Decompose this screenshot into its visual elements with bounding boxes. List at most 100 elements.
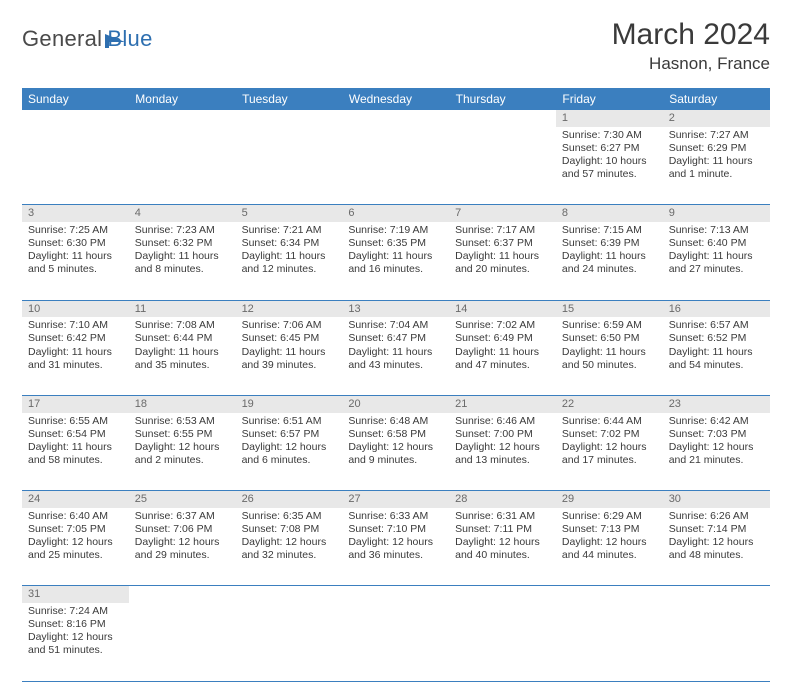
sunset-text: Sunset: 6:39 PM bbox=[562, 237, 657, 250]
day-number-cell: 2 bbox=[663, 110, 770, 127]
calendar-week-data: Sunrise: 7:24 AMSunset: 8:16 PMDaylight:… bbox=[22, 603, 770, 681]
calendar-week-daynums: 12 bbox=[22, 110, 770, 127]
sunrise-text: Sunrise: 6:40 AM bbox=[28, 510, 123, 523]
daylight-text: Daylight: 10 hours and 57 minutes. bbox=[562, 155, 657, 181]
day-data-cell bbox=[663, 603, 770, 681]
daylight-text: Daylight: 11 hours and 5 minutes. bbox=[28, 250, 123, 276]
daylight-text: Daylight: 12 hours and 25 minutes. bbox=[28, 536, 123, 562]
calendar-week-data: Sunrise: 7:10 AMSunset: 6:42 PMDaylight:… bbox=[22, 317, 770, 395]
daylight-text: Daylight: 11 hours and 27 minutes. bbox=[669, 250, 764, 276]
sunrise-text: Sunrise: 7:15 AM bbox=[562, 224, 657, 237]
sunrise-text: Sunrise: 7:27 AM bbox=[669, 129, 764, 142]
day-data-cell: Sunrise: 7:25 AMSunset: 6:30 PMDaylight:… bbox=[22, 222, 129, 300]
sunrise-text: Sunrise: 7:08 AM bbox=[135, 319, 230, 332]
sunrise-text: Sunrise: 6:26 AM bbox=[669, 510, 764, 523]
day-number-cell bbox=[449, 586, 556, 603]
day-number-cell: 4 bbox=[129, 205, 236, 222]
day-number-cell: 30 bbox=[663, 491, 770, 508]
day-number-cell bbox=[449, 110, 556, 127]
day-data-cell: Sunrise: 7:04 AMSunset: 6:47 PMDaylight:… bbox=[342, 317, 449, 395]
daylight-text: Daylight: 11 hours and 24 minutes. bbox=[562, 250, 657, 276]
sunrise-text: Sunrise: 6:53 AM bbox=[135, 415, 230, 428]
day-number-cell: 16 bbox=[663, 300, 770, 317]
daylight-text: Daylight: 12 hours and 40 minutes. bbox=[455, 536, 550, 562]
daylight-text: Daylight: 12 hours and 36 minutes. bbox=[348, 536, 443, 562]
daylight-text: Daylight: 11 hours and 35 minutes. bbox=[135, 346, 230, 372]
day-data-cell: Sunrise: 6:33 AMSunset: 7:10 PMDaylight:… bbox=[342, 508, 449, 586]
sunset-text: Sunset: 7:02 PM bbox=[562, 428, 657, 441]
sunrise-text: Sunrise: 7:25 AM bbox=[28, 224, 123, 237]
day-data-cell: Sunrise: 7:10 AMSunset: 6:42 PMDaylight:… bbox=[22, 317, 129, 395]
day-data-cell: Sunrise: 6:44 AMSunset: 7:02 PMDaylight:… bbox=[556, 413, 663, 491]
daylight-text: Daylight: 12 hours and 51 minutes. bbox=[28, 631, 123, 657]
sunset-text: Sunset: 6:57 PM bbox=[242, 428, 337, 441]
day-number-cell: 31 bbox=[22, 586, 129, 603]
sunset-text: Sunset: 6:50 PM bbox=[562, 332, 657, 345]
weekday-header: Wednesday bbox=[342, 88, 449, 110]
day-number-cell: 27 bbox=[342, 491, 449, 508]
day-data-cell: Sunrise: 6:51 AMSunset: 6:57 PMDaylight:… bbox=[236, 413, 343, 491]
day-data-cell bbox=[342, 603, 449, 681]
day-number-cell: 6 bbox=[342, 205, 449, 222]
sunset-text: Sunset: 7:13 PM bbox=[562, 523, 657, 536]
day-data-cell bbox=[449, 603, 556, 681]
sunset-text: Sunset: 6:30 PM bbox=[28, 237, 123, 250]
day-data-cell: Sunrise: 6:29 AMSunset: 7:13 PMDaylight:… bbox=[556, 508, 663, 586]
day-data-cell: Sunrise: 7:15 AMSunset: 6:39 PMDaylight:… bbox=[556, 222, 663, 300]
day-number-cell: 21 bbox=[449, 395, 556, 412]
sunset-text: Sunset: 6:47 PM bbox=[348, 332, 443, 345]
weekday-header: Monday bbox=[129, 88, 236, 110]
calendar-week-daynums: 24252627282930 bbox=[22, 491, 770, 508]
day-number-cell: 13 bbox=[342, 300, 449, 317]
sunrise-text: Sunrise: 6:29 AM bbox=[562, 510, 657, 523]
day-number-cell bbox=[556, 586, 663, 603]
day-number-cell: 3 bbox=[22, 205, 129, 222]
daylight-text: Daylight: 11 hours and 39 minutes. bbox=[242, 346, 337, 372]
day-number-cell: 18 bbox=[129, 395, 236, 412]
day-number-cell: 25 bbox=[129, 491, 236, 508]
calendar-week-data: Sunrise: 7:30 AMSunset: 6:27 PMDaylight:… bbox=[22, 127, 770, 205]
day-data-cell bbox=[129, 603, 236, 681]
day-number-cell bbox=[342, 586, 449, 603]
day-data-cell: Sunrise: 7:24 AMSunset: 8:16 PMDaylight:… bbox=[22, 603, 129, 681]
sunrise-text: Sunrise: 6:48 AM bbox=[348, 415, 443, 428]
day-data-cell: Sunrise: 7:27 AMSunset: 6:29 PMDaylight:… bbox=[663, 127, 770, 205]
day-data-cell: Sunrise: 7:13 AMSunset: 6:40 PMDaylight:… bbox=[663, 222, 770, 300]
day-number-cell bbox=[129, 110, 236, 127]
day-data-cell: Sunrise: 6:26 AMSunset: 7:14 PMDaylight:… bbox=[663, 508, 770, 586]
day-data-cell: Sunrise: 6:31 AMSunset: 7:11 PMDaylight:… bbox=[449, 508, 556, 586]
day-data-cell: Sunrise: 6:59 AMSunset: 6:50 PMDaylight:… bbox=[556, 317, 663, 395]
sunset-text: Sunset: 6:54 PM bbox=[28, 428, 123, 441]
sunrise-text: Sunrise: 6:44 AM bbox=[562, 415, 657, 428]
daylight-text: Daylight: 12 hours and 29 minutes. bbox=[135, 536, 230, 562]
sunset-text: Sunset: 6:45 PM bbox=[242, 332, 337, 345]
sunset-text: Sunset: 7:06 PM bbox=[135, 523, 230, 536]
day-number-cell bbox=[22, 110, 129, 127]
sunrise-text: Sunrise: 7:30 AM bbox=[562, 129, 657, 142]
day-data-cell: Sunrise: 6:40 AMSunset: 7:05 PMDaylight:… bbox=[22, 508, 129, 586]
day-number-cell: 26 bbox=[236, 491, 343, 508]
sunrise-text: Sunrise: 7:10 AM bbox=[28, 319, 123, 332]
sunset-text: Sunset: 6:29 PM bbox=[669, 142, 764, 155]
calendar-week-daynums: 17181920212223 bbox=[22, 395, 770, 412]
sunset-text: Sunset: 6:58 PM bbox=[348, 428, 443, 441]
daylight-text: Daylight: 11 hours and 50 minutes. bbox=[562, 346, 657, 372]
location-label: Hasnon, France bbox=[612, 54, 770, 74]
day-data-cell bbox=[236, 127, 343, 205]
day-data-cell: Sunrise: 7:19 AMSunset: 6:35 PMDaylight:… bbox=[342, 222, 449, 300]
sunrise-text: Sunrise: 6:35 AM bbox=[242, 510, 337, 523]
day-number-cell: 15 bbox=[556, 300, 663, 317]
sunrise-text: Sunrise: 7:17 AM bbox=[455, 224, 550, 237]
day-data-cell: Sunrise: 7:08 AMSunset: 6:44 PMDaylight:… bbox=[129, 317, 236, 395]
sunset-text: Sunset: 7:11 PM bbox=[455, 523, 550, 536]
sunrise-text: Sunrise: 7:23 AM bbox=[135, 224, 230, 237]
daylight-text: Daylight: 12 hours and 32 minutes. bbox=[242, 536, 337, 562]
daylight-text: Daylight: 11 hours and 54 minutes. bbox=[669, 346, 764, 372]
sunrise-text: Sunrise: 6:42 AM bbox=[669, 415, 764, 428]
day-data-cell: Sunrise: 6:46 AMSunset: 7:00 PMDaylight:… bbox=[449, 413, 556, 491]
daylight-text: Daylight: 11 hours and 43 minutes. bbox=[348, 346, 443, 372]
sunrise-text: Sunrise: 7:13 AM bbox=[669, 224, 764, 237]
sunset-text: Sunset: 6:40 PM bbox=[669, 237, 764, 250]
sunset-text: Sunset: 6:35 PM bbox=[348, 237, 443, 250]
daylight-text: Daylight: 11 hours and 20 minutes. bbox=[455, 250, 550, 276]
